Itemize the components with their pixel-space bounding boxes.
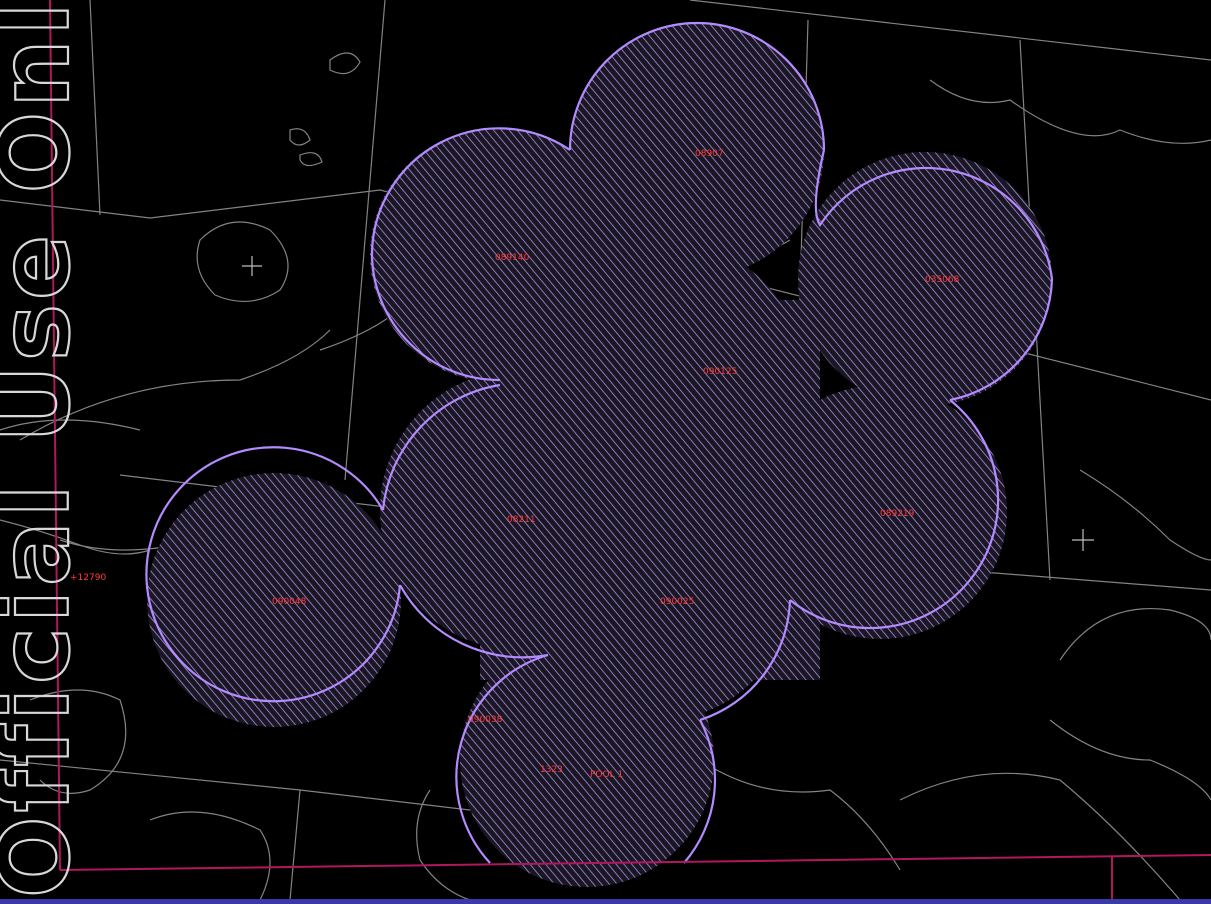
bottom-border	[0, 899, 1211, 904]
well-label: 035068	[925, 275, 960, 285]
well-label: 089140	[495, 253, 530, 263]
well-label: 090048	[272, 597, 307, 607]
well-label: 090125	[703, 367, 737, 377]
well-label: 1323	[540, 765, 563, 775]
well-label: 090038	[468, 715, 503, 725]
watermark-edge-text: Official Use Only	[0, 0, 91, 898]
well-labels: 08907 089140 035068 090125 089219 08211 …	[70, 149, 960, 780]
well-label: POOL 1	[590, 770, 623, 780]
well-label: 089219	[880, 509, 915, 519]
hatched-zone[interactable]	[147, 23, 1052, 887]
zone-outlines	[145, 21, 1054, 864]
cross-markers	[242, 256, 1094, 551]
well-label: 08211	[507, 515, 536, 525]
cross-marker-icon	[1072, 529, 1094, 551]
boundary-lines	[49, 0, 1211, 904]
well-label: 090025	[660, 597, 694, 607]
well-label: +12790	[70, 573, 106, 583]
well-label: 08907	[695, 149, 724, 159]
cross-marker-icon	[242, 256, 262, 276]
